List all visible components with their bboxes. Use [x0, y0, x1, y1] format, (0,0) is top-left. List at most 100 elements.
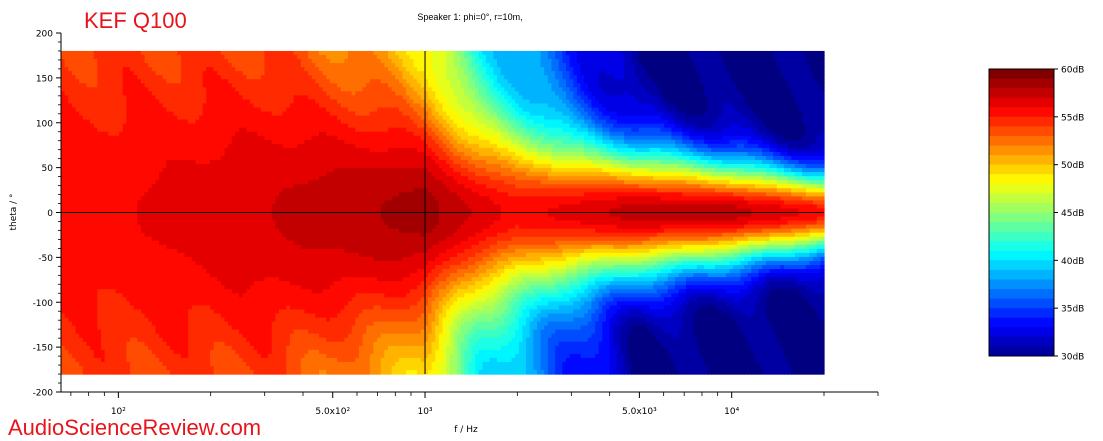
- heatmap-cell: [225, 184, 229, 189]
- heatmap-cell: [134, 301, 138, 306]
- heatmap-cell: [155, 322, 159, 327]
- heatmap-cell: [65, 59, 69, 64]
- heatmap-cell: [195, 261, 199, 266]
- heatmap-cell: [192, 221, 196, 226]
- heatmap-cell: [174, 245, 178, 250]
- heatmap-cell: [145, 366, 149, 371]
- heatmap-cell: [170, 338, 174, 343]
- heatmap-cell: [112, 313, 116, 318]
- heatmap-cell: [163, 273, 167, 278]
- heatmap-cell: [72, 213, 76, 218]
- heatmap-cell: [112, 354, 116, 359]
- heatmap-cell: [181, 51, 185, 56]
- heatmap-cell: [145, 156, 149, 161]
- heatmap-cell: [217, 156, 221, 161]
- heatmap-cell: [283, 366, 287, 371]
- heatmap-cell: [105, 289, 109, 294]
- heatmap-cell: [141, 59, 145, 64]
- heatmap-cell: [170, 313, 174, 318]
- heatmap-cell: [86, 354, 90, 359]
- heatmap-cell: [101, 241, 105, 246]
- heatmap-cell: [130, 103, 134, 108]
- heatmap-cell: [83, 136, 87, 141]
- heatmap-cell: [134, 136, 138, 141]
- heatmap-cell: [159, 132, 163, 137]
- heatmap-cell: [65, 75, 69, 80]
- heatmap-cell: [283, 200, 287, 205]
- heatmap-cell: [123, 112, 127, 117]
- heatmap-cell: [170, 75, 174, 80]
- heatmap-cell: [83, 83, 87, 88]
- heatmap-cell: [112, 297, 116, 302]
- heatmap-cell: [232, 160, 236, 165]
- heatmap-cell: [141, 301, 145, 306]
- heatmap-cell: [155, 330, 159, 335]
- heatmap-cell: [268, 164, 272, 169]
- heatmap-cell: [261, 116, 265, 121]
- heatmap-cell: [206, 233, 210, 238]
- heatmap-cell: [105, 257, 109, 262]
- heatmap-cell: [141, 322, 145, 327]
- heatmap-cell: [235, 342, 239, 347]
- heatmap-cell: [134, 237, 138, 242]
- heatmap-cell: [76, 152, 80, 157]
- heatmap-cell: [166, 261, 170, 266]
- heatmap-cell: [181, 229, 185, 234]
- heatmap-cell: [257, 269, 261, 274]
- heatmap-cell: [137, 152, 141, 157]
- heatmap-cell: [210, 103, 214, 108]
- heatmap-cell: [116, 148, 120, 153]
- heatmap-cell: [272, 289, 276, 294]
- heatmap-cell: [155, 277, 159, 282]
- heatmap-cell: [155, 289, 159, 294]
- heatmap-cell: [199, 245, 203, 250]
- heatmap-cell: [272, 79, 276, 84]
- heatmap-cell: [130, 160, 134, 165]
- heatmap-cell: [166, 221, 170, 226]
- heatmap-cell: [101, 184, 105, 189]
- heatmap-cell: [116, 51, 120, 56]
- heatmap-cell: [221, 358, 225, 363]
- heatmap-cell: [97, 289, 101, 294]
- heatmap-cell: [261, 334, 265, 339]
- heatmap-cell: [228, 184, 232, 189]
- heatmap-cell: [174, 237, 178, 242]
- heatmap-cell: [61, 107, 65, 112]
- heatmap-cell: [94, 148, 98, 153]
- heatmap-cell: [152, 99, 156, 104]
- heatmap-cell: [195, 326, 199, 331]
- heatmap-cell: [141, 200, 145, 205]
- heatmap-cell: [185, 152, 189, 157]
- heatmap-cell: [141, 140, 145, 145]
- heatmap-cell: [181, 63, 185, 68]
- heatmap-cell: [225, 265, 229, 270]
- heatmap-cell: [163, 358, 167, 363]
- heatmap-cell: [264, 180, 268, 185]
- heatmap-cell: [283, 87, 287, 92]
- heatmap-cell: [79, 176, 83, 181]
- heatmap-cell: [83, 152, 87, 157]
- heatmap-cell: [86, 269, 90, 274]
- heatmap-cell: [97, 128, 101, 133]
- heatmap-cell: [210, 370, 214, 375]
- heatmap-cell: [116, 354, 120, 359]
- heatmap-cell: [148, 55, 152, 60]
- heatmap-cell: [199, 184, 203, 189]
- heatmap-cell: [181, 172, 185, 177]
- heatmap-cell: [185, 79, 189, 84]
- heatmap-cell: [254, 269, 258, 274]
- heatmap-cell: [239, 334, 243, 339]
- heatmap-cell: [90, 342, 94, 347]
- heatmap-cell: [105, 87, 109, 92]
- heatmap-cell: [210, 91, 214, 96]
- heatmap-cell: [177, 338, 181, 343]
- heatmap-cell: [108, 309, 112, 314]
- heatmap-cell: [105, 79, 109, 84]
- heatmap-cell: [275, 285, 279, 290]
- heatmap-cell: [199, 241, 203, 246]
- heatmap-cell: [283, 116, 287, 121]
- heatmap-cell: [65, 144, 69, 149]
- heatmap-cell: [232, 200, 236, 205]
- heatmap-cell: [112, 237, 116, 242]
- heatmap-cell: [192, 257, 196, 262]
